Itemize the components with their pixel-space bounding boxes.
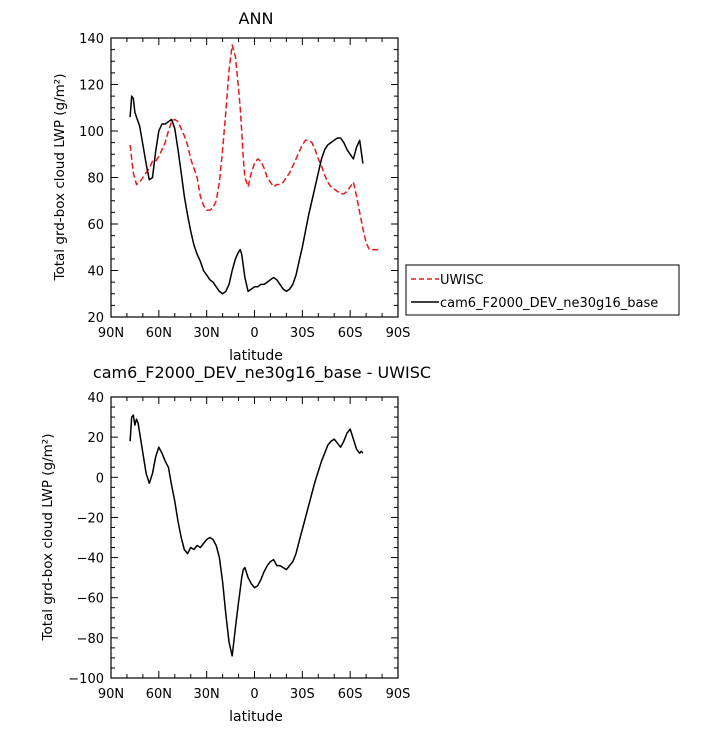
top-chart-x-axis-label: latitude xyxy=(229,348,283,364)
y-tick-label: 0 xyxy=(96,471,104,486)
y-tick-label: 20 xyxy=(87,311,104,326)
x-tick-label: 60S xyxy=(338,326,363,341)
series-line-uwisc xyxy=(129,44,379,251)
x-tick-label: 0 xyxy=(250,687,258,702)
x-tick-label: 30N xyxy=(194,326,220,341)
x-tick-label: 0 xyxy=(250,326,258,341)
y-tick-label: 20 xyxy=(87,431,104,446)
series-line-difference xyxy=(129,414,364,657)
x-tick-label: 90S xyxy=(386,687,411,702)
top-chart-panel: ANN 90N 60N 30N 0 30S 60S 90S 20 40 60 80 100 120 14… xyxy=(52,9,680,364)
y-tick-label: 40 xyxy=(87,265,104,280)
y-tick-label: 140 xyxy=(79,32,104,47)
y-tick-label: 60 xyxy=(87,218,104,233)
bottom-chart-x-axis-label: latitude xyxy=(229,709,283,725)
bottom-chart-series xyxy=(129,414,364,657)
top-chart-y-axis-label: Total grd-box cloud LWP (g/m²) xyxy=(52,74,68,282)
y-tick-label: −20 xyxy=(77,511,104,526)
bottom-chart-plot-frame xyxy=(110,396,399,679)
legend-label-uwisc: UWISC xyxy=(440,273,484,288)
bottom-chart-y-axis-label: Total grd-box cloud LWP (g/m²) xyxy=(40,434,56,642)
top-chart-y-ticks: 20 40 60 80 100 120 140 xyxy=(79,32,398,326)
y-tick-label: 80 xyxy=(87,172,104,187)
x-tick-label: 60N xyxy=(146,687,172,702)
top-chart-x-ticks: 90N 60N 30N 0 30S 60S 90S xyxy=(98,38,411,341)
bottom-chart-title: cam6_F2000_DEV_ne30g16_base - UWISC xyxy=(93,363,431,383)
top-chart-series xyxy=(129,44,379,295)
x-tick-label: 90N xyxy=(98,687,124,702)
y-tick-label: 120 xyxy=(79,79,104,94)
bottom-chart-x-ticks: 90N 60N 30N 0 30S 60S 90S xyxy=(98,397,411,702)
x-tick-label: 60S xyxy=(338,687,363,702)
y-tick-label: −40 xyxy=(77,552,104,567)
top-chart-title: ANN xyxy=(239,9,274,28)
x-tick-label: 90S xyxy=(386,326,411,341)
legend-label-cam6: cam6_F2000_DEV_ne30g16_base xyxy=(440,296,658,311)
x-tick-label: 60N xyxy=(146,326,172,341)
y-tick-label: −60 xyxy=(77,592,104,607)
x-tick-label: 30S xyxy=(290,326,315,341)
x-tick-label: 90N xyxy=(98,326,124,341)
series-line-cam6-f2000-dev-ne30g16-base xyxy=(129,95,364,295)
bottom-chart-panel: cam6_F2000_DEV_ne30g16_base - UWISC 90N 6… xyxy=(40,363,431,725)
y-tick-label: −80 xyxy=(77,632,104,647)
y-tick-label: 100 xyxy=(79,125,104,140)
x-tick-label: 30N xyxy=(194,687,220,702)
y-tick-label: 40 xyxy=(87,391,104,406)
bottom-chart-y-ticks: −100 −80 −60 −40 −20 0 20 40 xyxy=(68,391,398,687)
y-tick-label: −100 xyxy=(68,672,104,687)
legend-box xyxy=(405,264,680,316)
top-chart-plot-frame xyxy=(110,37,399,318)
x-tick-label: 30S xyxy=(290,687,315,702)
top-chart-legend: UWISC cam6_F2000_DEV_ne30g16_base xyxy=(405,264,680,316)
